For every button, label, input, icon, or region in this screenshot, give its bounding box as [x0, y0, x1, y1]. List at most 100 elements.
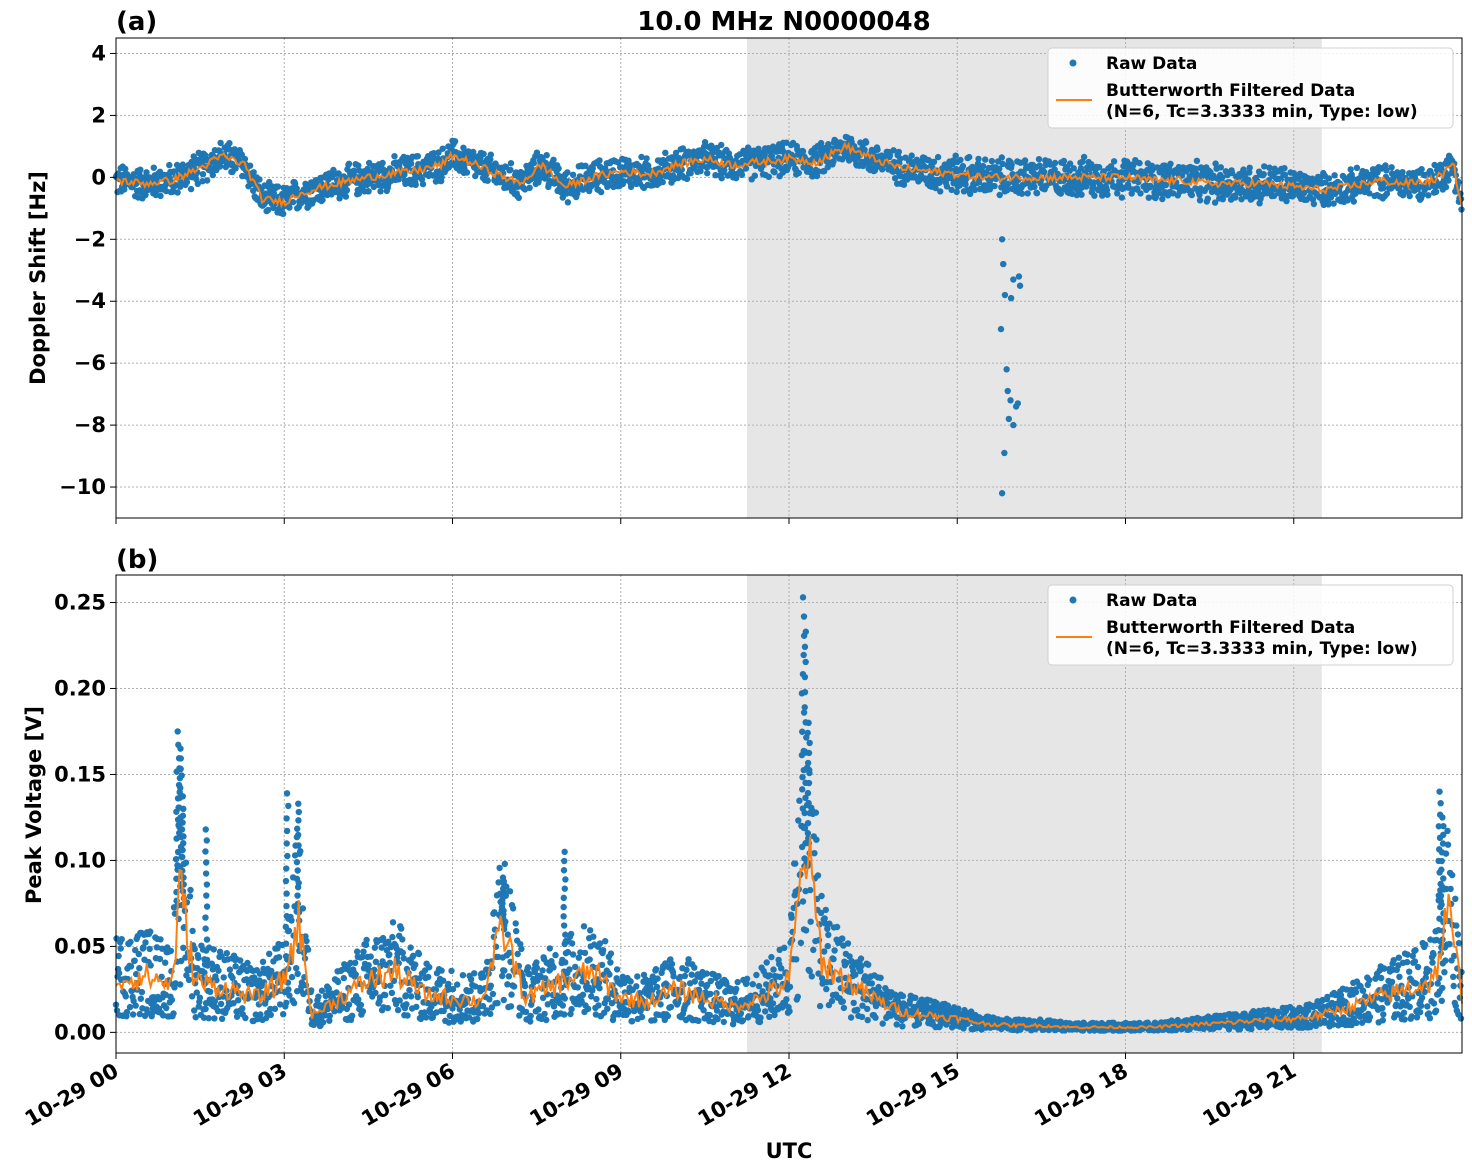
raw-point	[501, 860, 508, 868]
raw-point	[581, 949, 589, 957]
raw-point	[817, 909, 825, 917]
raw-point	[386, 959, 394, 966]
raw-point	[365, 188, 372, 195]
raw-point	[712, 172, 719, 179]
raw-point	[191, 1007, 198, 1014]
raw-point	[378, 944, 385, 951]
raw-point	[821, 915, 828, 922]
raw-point	[196, 994, 204, 1001]
raw-point	[858, 962, 865, 970]
raw-point	[808, 973, 815, 980]
raw-point	[389, 933, 396, 941]
raw-point	[695, 1017, 702, 1024]
raw-point	[561, 1011, 568, 1018]
raw-point	[467, 976, 475, 983]
raw-point	[226, 140, 233, 147]
raw-outlier-point	[1001, 291, 1009, 299]
raw-point	[1252, 193, 1259, 200]
raw-point	[156, 955, 164, 963]
raw-point	[150, 164, 157, 171]
raw-point	[379, 159, 386, 167]
raw-point	[1399, 169, 1406, 176]
raw-point	[356, 167, 363, 174]
raw-point	[847, 1014, 855, 1021]
raw-point	[487, 982, 494, 989]
raw-point	[1008, 161, 1015, 168]
raw-point	[363, 936, 370, 944]
raw-point	[1090, 179, 1098, 186]
raw-point	[137, 166, 144, 173]
raw-point	[1167, 160, 1174, 167]
raw-point	[440, 1007, 447, 1015]
raw-point	[895, 148, 902, 156]
raw-point	[465, 1014, 473, 1021]
raw-point	[739, 1017, 747, 1024]
raw-point	[830, 955, 837, 963]
raw-point	[400, 955, 407, 962]
raw-outlier-point	[998, 490, 1006, 497]
raw-point	[215, 967, 222, 974]
raw-point	[1275, 1008, 1282, 1016]
raw-point	[509, 905, 517, 912]
raw-point	[1283, 197, 1290, 205]
raw-point	[783, 996, 790, 1003]
filtered-line	[115, 141, 1463, 209]
raw-point	[496, 864, 503, 872]
raw-point	[683, 966, 690, 974]
raw-point	[384, 1004, 391, 1012]
raw-point	[700, 1007, 707, 1014]
raw-point	[319, 196, 326, 204]
raw-point	[232, 963, 239, 970]
raw-point	[552, 951, 559, 959]
raw-outlier-point	[1004, 387, 1011, 395]
raw-point	[872, 1002, 880, 1010]
raw-point	[449, 985, 457, 993]
raw-point	[751, 172, 758, 179]
raw-point	[280, 1011, 287, 1018]
raw-point	[1290, 192, 1297, 199]
raw-point	[1260, 171, 1267, 178]
raw-point	[857, 955, 865, 962]
raw-point	[508, 991, 515, 998]
raw-point	[959, 162, 967, 170]
raw-point	[229, 974, 236, 981]
raw-point	[811, 850, 818, 857]
raw-point	[918, 996, 926, 1003]
raw-point	[289, 198, 297, 206]
panel-a-label: (a)	[116, 7, 157, 37]
raw-point	[685, 956, 692, 963]
raw-outlier-point	[1005, 415, 1013, 423]
raw-point	[1035, 156, 1043, 163]
raw-point	[865, 961, 872, 968]
raw-point	[590, 933, 597, 940]
raw-point	[533, 964, 541, 971]
raw-point	[720, 1018, 727, 1026]
raw-point	[478, 159, 486, 166]
raw-point	[365, 962, 372, 969]
raw-point	[267, 1005, 274, 1013]
raw-point	[953, 188, 960, 196]
raw-point	[395, 176, 402, 183]
raw-point	[216, 147, 223, 155]
raw-point	[372, 958, 380, 965]
raw-point	[589, 165, 596, 172]
raw-point	[275, 954, 283, 961]
raw-point	[833, 923, 841, 931]
raw-point	[627, 978, 634, 985]
raw-point	[486, 996, 493, 1003]
raw-point	[371, 944, 378, 951]
raw-point	[474, 1015, 481, 1023]
raw-point	[231, 146, 238, 153]
raw-point	[415, 950, 423, 958]
raw-point	[395, 960, 402, 967]
raw-point	[172, 856, 180, 863]
raw-point	[1277, 176, 1285, 183]
raw-point	[713, 1007, 721, 1014]
raw-point	[967, 190, 974, 197]
raw-point	[786, 1008, 793, 1015]
raw-point	[620, 178, 628, 185]
raw-point	[821, 948, 828, 955]
raw-point	[745, 1013, 752, 1020]
raw-point	[456, 1006, 463, 1013]
